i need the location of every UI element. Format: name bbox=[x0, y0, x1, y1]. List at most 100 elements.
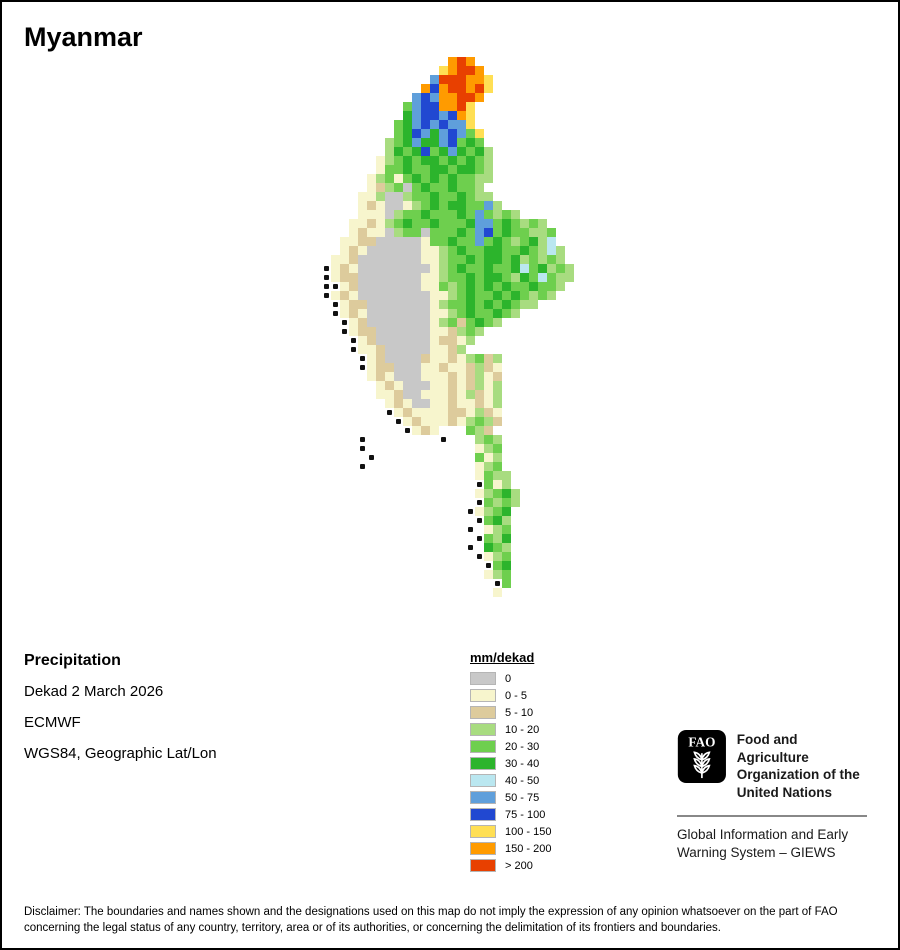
precipitation-cell bbox=[466, 372, 475, 381]
precipitation-cell bbox=[367, 336, 376, 345]
precipitation-cell bbox=[367, 201, 376, 210]
source-label: ECMWF bbox=[24, 714, 81, 731]
coastline-island-cell bbox=[333, 302, 338, 307]
precipitation-cell bbox=[448, 273, 457, 282]
precipitation-cell bbox=[484, 291, 493, 300]
precipitation-cell bbox=[358, 255, 367, 264]
precipitation-cell bbox=[448, 246, 457, 255]
precipitation-cell bbox=[385, 273, 394, 282]
precipitation-cell bbox=[403, 120, 412, 129]
precipitation-cell bbox=[376, 363, 385, 372]
precipitation-cell bbox=[385, 192, 394, 201]
precipitation-cell bbox=[502, 210, 511, 219]
precipitation-cell bbox=[358, 219, 367, 228]
precipitation-cell bbox=[439, 102, 448, 111]
precipitation-cell bbox=[475, 174, 484, 183]
precipitation-cell bbox=[484, 363, 493, 372]
precipitation-cell bbox=[475, 264, 484, 273]
precipitation-cell bbox=[475, 417, 484, 426]
precipitation-cell bbox=[412, 399, 421, 408]
precipitation-cell bbox=[466, 246, 475, 255]
coastline-island-cell bbox=[360, 437, 365, 442]
precipitation-cell bbox=[475, 291, 484, 300]
precipitation-cell bbox=[448, 210, 457, 219]
precipitation-cell bbox=[394, 201, 403, 210]
precipitation-cell bbox=[448, 75, 457, 84]
precipitation-cell bbox=[394, 138, 403, 147]
precipitation-cell bbox=[439, 138, 448, 147]
precipitation-cell bbox=[484, 255, 493, 264]
precipitation-cell bbox=[529, 228, 538, 237]
precipitation-cell bbox=[349, 300, 358, 309]
precipitation-cell bbox=[538, 237, 547, 246]
precipitation-cell bbox=[493, 462, 502, 471]
precipitation-cell bbox=[493, 525, 502, 534]
precipitation-cell bbox=[376, 201, 385, 210]
precipitation-cell bbox=[394, 390, 403, 399]
precipitation-cell bbox=[529, 246, 538, 255]
precipitation-cell bbox=[403, 318, 412, 327]
precipitation-cell bbox=[349, 219, 358, 228]
precipitation-cell bbox=[421, 417, 430, 426]
precipitation-cell bbox=[475, 327, 484, 336]
fao-logo-row: FAO Food and Agriculture Organization of… bbox=[677, 728, 867, 801]
precipitation-cell bbox=[394, 318, 403, 327]
fao-org-line-1: Food and Agriculture bbox=[736, 732, 809, 765]
precipitation-cell bbox=[403, 174, 412, 183]
precipitation-cell bbox=[466, 75, 475, 84]
precipitation-cell bbox=[493, 354, 502, 363]
precipitation-cell bbox=[439, 174, 448, 183]
precipitation-cell bbox=[421, 138, 430, 147]
precipitation-cell bbox=[457, 93, 466, 102]
precipitation-cell bbox=[376, 291, 385, 300]
precipitation-cell bbox=[376, 336, 385, 345]
legend-item: 75 - 100 bbox=[470, 808, 551, 821]
precipitation-cell bbox=[430, 120, 439, 129]
precipitation-cell bbox=[502, 570, 511, 579]
coastline-island-cell bbox=[396, 419, 401, 424]
precipitation-cell bbox=[394, 147, 403, 156]
precipitation-cell bbox=[457, 129, 466, 138]
coastline-island-cell bbox=[468, 509, 473, 514]
precipitation-cell bbox=[394, 408, 403, 417]
precipitation-cell bbox=[430, 273, 439, 282]
precipitation-cell bbox=[529, 282, 538, 291]
precipitation-cell bbox=[493, 453, 502, 462]
precipitation-cell bbox=[466, 192, 475, 201]
divider-line bbox=[677, 815, 867, 817]
precipitation-cell bbox=[403, 201, 412, 210]
precipitation-cell bbox=[403, 336, 412, 345]
precipitation-cell bbox=[430, 300, 439, 309]
precipitation-cell bbox=[367, 174, 376, 183]
precipitation-cell bbox=[493, 264, 502, 273]
precipitation-cell bbox=[466, 57, 475, 66]
precipitation-cell bbox=[403, 417, 412, 426]
precipitation-cell bbox=[529, 255, 538, 264]
precipitation-cell bbox=[421, 174, 430, 183]
precipitation-cell bbox=[475, 318, 484, 327]
precipitation-cell bbox=[349, 291, 358, 300]
precipitation-cell bbox=[394, 120, 403, 129]
precipitation-cell bbox=[448, 84, 457, 93]
precipitation-cell bbox=[358, 300, 367, 309]
precipitation-cell bbox=[484, 282, 493, 291]
precipitation-cell bbox=[448, 345, 457, 354]
precipitation-cell bbox=[457, 165, 466, 174]
precipitation-cell bbox=[502, 498, 511, 507]
precipitation-cell bbox=[403, 282, 412, 291]
precipitation-cell bbox=[439, 183, 448, 192]
precipitation-cell bbox=[394, 237, 403, 246]
precipitation-cell bbox=[412, 201, 421, 210]
precipitation-cell bbox=[439, 273, 448, 282]
precipitation-cell bbox=[367, 318, 376, 327]
precipitation-cell bbox=[430, 354, 439, 363]
precipitation-cell bbox=[430, 327, 439, 336]
precipitation-cell bbox=[493, 408, 502, 417]
precipitation-cell bbox=[502, 579, 511, 588]
precipitation-cell bbox=[466, 120, 475, 129]
precipitation-cell bbox=[394, 372, 403, 381]
precipitation-cell bbox=[511, 210, 520, 219]
precipitation-cell bbox=[403, 237, 412, 246]
precipitation-cell bbox=[421, 327, 430, 336]
precipitation-cell bbox=[493, 282, 502, 291]
